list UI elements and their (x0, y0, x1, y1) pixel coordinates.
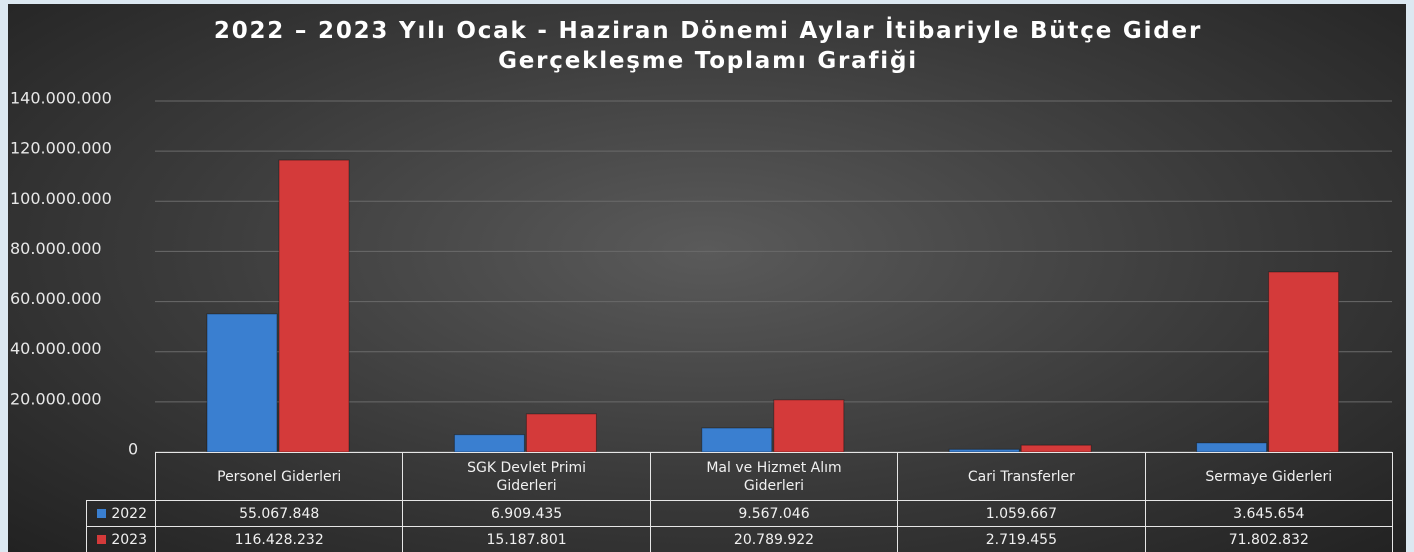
data-label: 9.567.046 (649, 500, 899, 527)
legend-entry: 2023 (86, 526, 156, 552)
bar (525, 413, 597, 453)
bar (206, 313, 278, 453)
bar (1268, 271, 1340, 453)
y-tick-label: 20.000.000 (10, 389, 102, 408)
data-label: 15.187.801 (402, 526, 651, 552)
y-tick-label: 80.000.000 (10, 239, 102, 258)
legend-swatch (97, 509, 107, 518)
y-tick-label: 100.000.000 (10, 189, 112, 208)
legend-label: 2023 (111, 531, 147, 548)
chart-title: 2022 – 2023 Yılı Ocak - Haziran Dönemi A… (213, 18, 1203, 74)
chart: 0 20.000.000 40.000.000 60.000.000 80.000.00… (10, 89, 1392, 459)
y-tick-label: 120.000.000 (10, 139, 112, 158)
data-label: 6.909.435 (402, 500, 651, 527)
legend-swatch (97, 535, 107, 544)
data-label: 2.719.455 (897, 526, 1146, 552)
data-label: 3.645.654 (1144, 500, 1393, 527)
data-label: 116.428.232 (155, 526, 404, 552)
chart-panel: 2022 – 2023 Yılı Ocak - Haziran Dönemi A… (8, 4, 1406, 552)
bar (1196, 442, 1268, 453)
y-tick-label: 40.000.000 (10, 339, 102, 358)
bar (1020, 444, 1092, 453)
y-tick-label: 0 (128, 440, 138, 459)
y-tick-label: 60.000.000 (10, 289, 102, 308)
bar (701, 427, 773, 453)
data-label: 20.789.922 (649, 526, 899, 552)
bar (453, 434, 525, 453)
x-tick-label: SGK Devlet Primi Giderleri (402, 452, 651, 501)
legend-entry: 2022 (86, 500, 156, 527)
y-tick-label: 140.000.000 (10, 89, 112, 108)
data-label: 71.802.832 (1144, 526, 1393, 552)
bar (948, 448, 1020, 453)
bar (278, 159, 350, 453)
x-tick-label: Mal ve Hizmet Alım Giderleri (649, 452, 899, 501)
data-label: 55.067.848 (155, 500, 404, 527)
x-tick-label: Sermaye Giderleri (1144, 452, 1393, 501)
bar (773, 399, 845, 453)
x-tick-label: Cari Transferler (897, 452, 1146, 501)
legend-label: 2022 (111, 505, 147, 522)
x-tick-label: Personel Giderleri (155, 452, 404, 501)
data-label: 1.059.667 (897, 500, 1146, 527)
